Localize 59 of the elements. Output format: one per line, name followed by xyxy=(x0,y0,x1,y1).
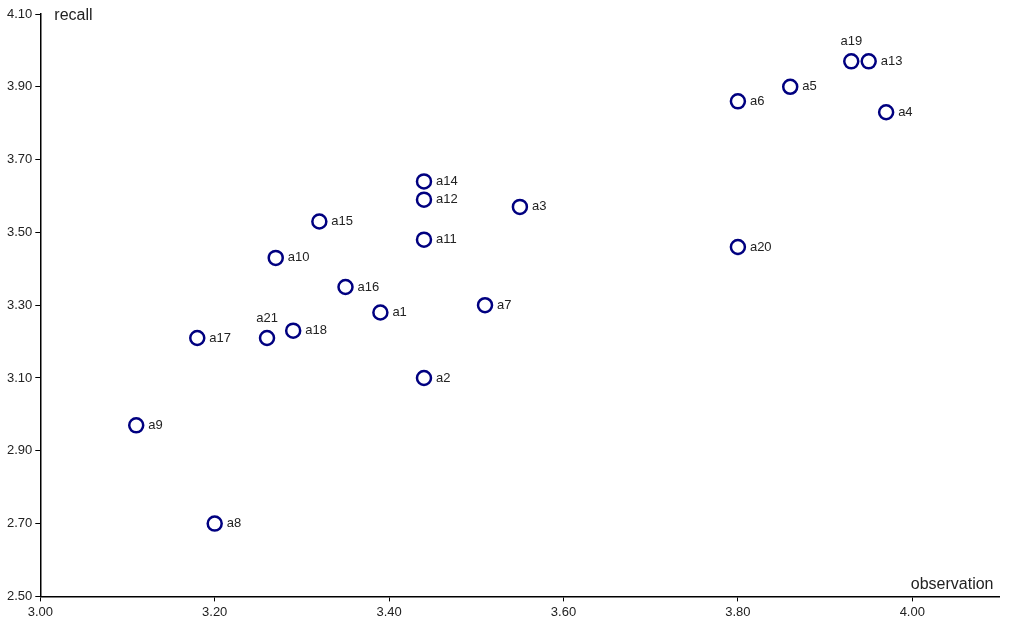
point xyxy=(189,329,206,347)
point xyxy=(729,238,747,256)
series-label: a3 xyxy=(531,198,547,214)
point xyxy=(258,329,276,347)
point xyxy=(781,78,799,96)
point xyxy=(372,304,389,321)
series-label: a9 xyxy=(148,416,163,432)
point xyxy=(476,296,494,314)
series-label: a19 xyxy=(840,32,863,48)
series-label: a17 xyxy=(209,329,231,345)
y-tick-label: 2.50 xyxy=(6,587,33,603)
series-label: a13 xyxy=(880,52,903,68)
point xyxy=(415,231,433,248)
y-tick-label: 3.10 xyxy=(6,369,33,385)
series-label: a21 xyxy=(256,309,278,325)
point xyxy=(860,53,877,70)
x-tick-label: 4.00 xyxy=(899,603,925,619)
x-tick-label: 3.60 xyxy=(550,603,577,619)
point xyxy=(127,417,145,434)
point xyxy=(206,515,223,532)
series-label: a1 xyxy=(392,304,407,320)
point xyxy=(415,191,433,208)
y-tick-label: 2.70 xyxy=(6,515,33,531)
x-tick-label: 3.00 xyxy=(27,603,53,619)
point xyxy=(877,104,895,121)
series-label: a18 xyxy=(305,322,327,338)
series-label: a2 xyxy=(435,369,451,385)
series-label: a10 xyxy=(287,249,310,265)
y-tick-label: 3.30 xyxy=(6,296,33,312)
x-tick-label: 3.20 xyxy=(202,603,228,619)
series-label: a16 xyxy=(357,278,380,294)
series-label: a11 xyxy=(435,231,457,247)
point xyxy=(311,213,328,230)
y-tick-label: 4.10 xyxy=(6,5,33,21)
point xyxy=(337,278,354,296)
x-axis-title: observation xyxy=(910,574,994,592)
y-tick-label: 3.90 xyxy=(6,78,33,94)
y-tick-label: 3.70 xyxy=(6,151,33,167)
x-tick-label: 3.80 xyxy=(725,603,751,619)
series-label: a15 xyxy=(331,213,354,229)
point xyxy=(267,249,284,267)
y-axis-title: recall xyxy=(54,6,93,24)
series-label: a4 xyxy=(898,103,913,119)
series-label: a8 xyxy=(226,515,242,531)
series-label: a14 xyxy=(435,173,458,189)
point xyxy=(415,369,433,387)
point xyxy=(843,53,860,70)
series-label: a12 xyxy=(435,191,458,207)
y-tick-label: 3.50 xyxy=(6,223,33,239)
series-label: a5 xyxy=(802,78,817,94)
point xyxy=(284,322,302,339)
x-tick-label: 3.40 xyxy=(376,603,402,619)
point xyxy=(511,198,529,216)
series-label: a7 xyxy=(497,296,512,312)
point xyxy=(415,173,433,190)
series-label: a6 xyxy=(749,92,765,108)
series-label: a20 xyxy=(749,238,772,254)
y-tick-label: 2.90 xyxy=(6,442,33,458)
point xyxy=(729,93,747,110)
